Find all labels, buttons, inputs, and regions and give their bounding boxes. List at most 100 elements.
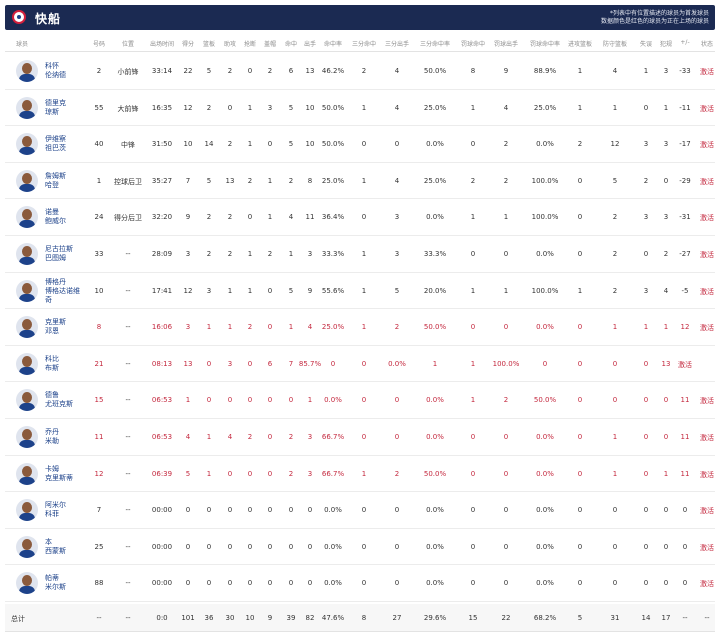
player-name-link[interactable]: 德里克 [45, 98, 66, 107]
stat-cell: 4 [503, 103, 509, 112]
stat-cell: 0 [470, 249, 476, 258]
stat-cell: 0 [663, 176, 669, 185]
table-row[interactable]: 博格丹 博格达诺维奇 10 -- 17:41 12 3 1 1 0 5 9 55.6% 1 5 20.0% 1 1… [5, 273, 715, 310]
stat-cell: 08:13 [151, 359, 173, 368]
player-status: 激活 [700, 141, 714, 150]
player-name-link[interactable]: 克里斯蒂 [45, 473, 73, 482]
player-name-link[interactable]: 詹姆斯 [45, 171, 66, 180]
table-row[interactable]: 德鲁 尤班克斯 15 -- 06:53 1 0 0 0 0 0 1 0.0% 0 0 0.0% 1 2 50.0% 0… [5, 382, 715, 419]
stat-cell: 2 [227, 249, 233, 258]
stat-cell: 5 [288, 286, 294, 295]
table-row[interactable]: 伊维察 祖巴茨 40 中锋 31:50 10 14 2 1 0 5 10 50.0% 0 0 0.0% 0 2 0.… [5, 126, 715, 163]
stat-cell: 0 [577, 542, 583, 551]
table-row[interactable]: 科怀 伦纳德 2 小前锋 33:14 22 5 2 0 2 6 13 46.2% 2 4 50.0% 8 9 88.… [5, 53, 715, 90]
player-name-link[interactable]: 伦纳德 [45, 71, 66, 79]
stat-cell: 40 [94, 140, 104, 149]
player-name-link[interactable]: 米勒 [45, 436, 59, 445]
stat-cell: 12 [183, 103, 193, 112]
table-row[interactable]: 乔丹 米勒 11 -- 06:53 4 1 4 2 0 2 3 66.7% 0 0 0.0% 0 0 0.0% 0 1 0… [5, 419, 715, 456]
stat-cell: 0 [267, 396, 273, 405]
table-row[interactable]: 帕蒂 米尔斯 88 -- 00:00 0 0 0 0 0 0 0 0.0% 0 0 0.0% 0 0 0.0% 0 0 0… [5, 565, 715, 602]
column-header: 状态 [700, 41, 714, 48]
stat-cell: 21 [94, 359, 104, 368]
avatar-head [22, 209, 32, 221]
player-name-link[interactable]: 博格丹 [45, 277, 66, 286]
stat-cell: 0 [612, 396, 618, 405]
table-row[interactable]: 科比 布斯 21 -- 08:13 13 0 3 0 6 7 85.7% 0 0 0.0% 1 1 100.0% 0… [5, 346, 715, 383]
player-name-link[interactable]: 德鲁 [45, 391, 59, 400]
stat-cell: 0 [577, 323, 583, 332]
column-header: 篮板 [202, 41, 216, 48]
player-name-link[interactable]: 祖巴茨 [45, 144, 66, 153]
table-row[interactable]: 德里克 琼斯 55 大前锋 16:35 12 2 0 1 3 5 10 50.0% 1 4 25.0% 1 4 25… [5, 90, 715, 127]
stat-cell: 0 [394, 396, 400, 405]
stat-cell: 0 [394, 506, 400, 515]
stat-cell: 1 [247, 286, 253, 295]
stat-cell: 1 [663, 103, 669, 112]
table-row[interactable]: 本西蒙斯 25 -- 00:00 0 0 0 0 0 0 0 0.0% 0 0 0.0% 0 0 0.0% 0 0 0 0… [5, 529, 715, 566]
stat-cell: 16:06 [151, 323, 173, 332]
table-row[interactable]: 詹姆斯 哈登 1 控球后卫 35:27 7 5 13 2 1 2 8 25.0% 1 4 25.0% 2 2 100… [5, 163, 715, 200]
player-name-link[interactable]: 帕蒂 [45, 574, 59, 583]
player-name-link[interactable]: 乔丹 [45, 427, 59, 436]
player-name-link[interactable]: 尤班克斯 [45, 400, 73, 409]
table-row[interactable]: 阿米尔 科菲 7 -- 00:00 0 0 0 0 0 0 0 0.0% 0 0 0.0% 0 0 0.0% 0 0 0 0… [5, 492, 715, 529]
stat-cell: -17 [679, 140, 691, 149]
table-row[interactable]: 尼古拉斯 巴图姆 33 -- 28:09 3 2 2 1 2 1 3 33.3% 1 3 33.3% 0 0 0.0… [5, 236, 715, 273]
stat-cell: 0 [361, 140, 367, 149]
player-name-link[interactable]: 卡姆 [45, 464, 59, 473]
stat-cell: 2 [503, 396, 509, 405]
player-name-link[interactable]: 鲍威尔 [45, 217, 66, 226]
stat-cell: 0 [247, 213, 253, 222]
stat-cell: 1 [663, 469, 669, 478]
player-name-link[interactable]: 西蒙斯 [45, 546, 66, 555]
player-name-link[interactable]: 阿米尔 [45, 501, 66, 510]
table-row[interactable]: 诺曼 鲍威尔 24 得分后卫 32:20 9 2 2 0 1 4 11 36.4% 0 3 0.0% 1 1 100… [5, 199, 715, 236]
stat-cell: 13 [225, 176, 235, 185]
player-name-link[interactable]: 奇 [45, 295, 52, 304]
stat-cell: 0 [206, 542, 212, 551]
table-row[interactable]: 克里斯 邓恩 8 -- 16:06 3 1 1 2 0 1 4 25.0% 1 2 50.0% 0 0 0.0% 0 1… [5, 309, 715, 346]
player-name-link[interactable]: 哈登 [45, 180, 59, 189]
avatar-jersey [19, 74, 35, 82]
stat-cell: 4 [307, 323, 313, 332]
stat-cell: 0 [577, 432, 583, 441]
player-name-link[interactable]: 科菲 [45, 510, 59, 519]
table-row[interactable]: 卡姆 克里斯蒂 12 -- 06:39 5 1 0 0 0 2 3 66.7% 1 2 50.0% 0 0 0.0%… [5, 456, 715, 493]
player-name-link[interactable]: 本 [45, 537, 52, 546]
player-name-link[interactable]: 伊维察 [45, 135, 66, 144]
player-name-link[interactable]: 巴图姆 [45, 253, 66, 262]
avatar-head [22, 245, 32, 257]
player-status: 激活 [700, 397, 714, 406]
stat-cell: 1 [247, 249, 253, 258]
column-header: 罚球出手 [493, 41, 519, 48]
stat-cell: 4 [288, 213, 294, 222]
stat-cell: 0 [577, 213, 583, 222]
player-name-link[interactable]: 米尔斯 [45, 583, 66, 592]
player-name-link[interactable]: 科比 [45, 354, 59, 363]
player-name-link[interactable]: 琼斯 [45, 107, 59, 116]
player-name-link[interactable]: 科怀 [45, 62, 59, 70]
player-name-link[interactable]: 博格达诺维 [45, 286, 80, 295]
totals-cell: 47.6% [321, 614, 345, 622]
player-name-link[interactable]: 尼古拉斯 [45, 244, 73, 253]
stat-cell: 11 [680, 396, 690, 405]
stat-cell: 5 [185, 469, 191, 478]
player-name-link[interactable]: 克里斯 [45, 318, 66, 327]
player-name-link[interactable]: 邓恩 [45, 327, 59, 336]
stat-cell: -29 [679, 176, 691, 185]
player-name-link[interactable]: 诺曼 [45, 208, 59, 217]
stat-cell: 0 [307, 542, 313, 551]
stat-cell: 0 [470, 542, 476, 551]
player-status: 激活 [700, 287, 714, 296]
player-name-link[interactable]: 布斯 [45, 363, 59, 372]
stat-cell: 7 [288, 359, 294, 368]
player-avatar [16, 499, 38, 522]
column-header-row: 球员 号码 位置 出场时间 得分 篮板 助攻 抢断 盖帽 命中 出手 命中率 三分命中 三分出手 三分命中率… [5, 33, 715, 52]
stat-cell: 8 [96, 323, 102, 332]
player-status: 激活 [700, 470, 714, 479]
header-note-line1: *列表中有位置描述的球员为首发球员 [609, 10, 709, 17]
stat-cell: 1 [361, 176, 367, 185]
stat-cell: 5 [288, 140, 294, 149]
stat-cell: 2 [288, 469, 294, 478]
